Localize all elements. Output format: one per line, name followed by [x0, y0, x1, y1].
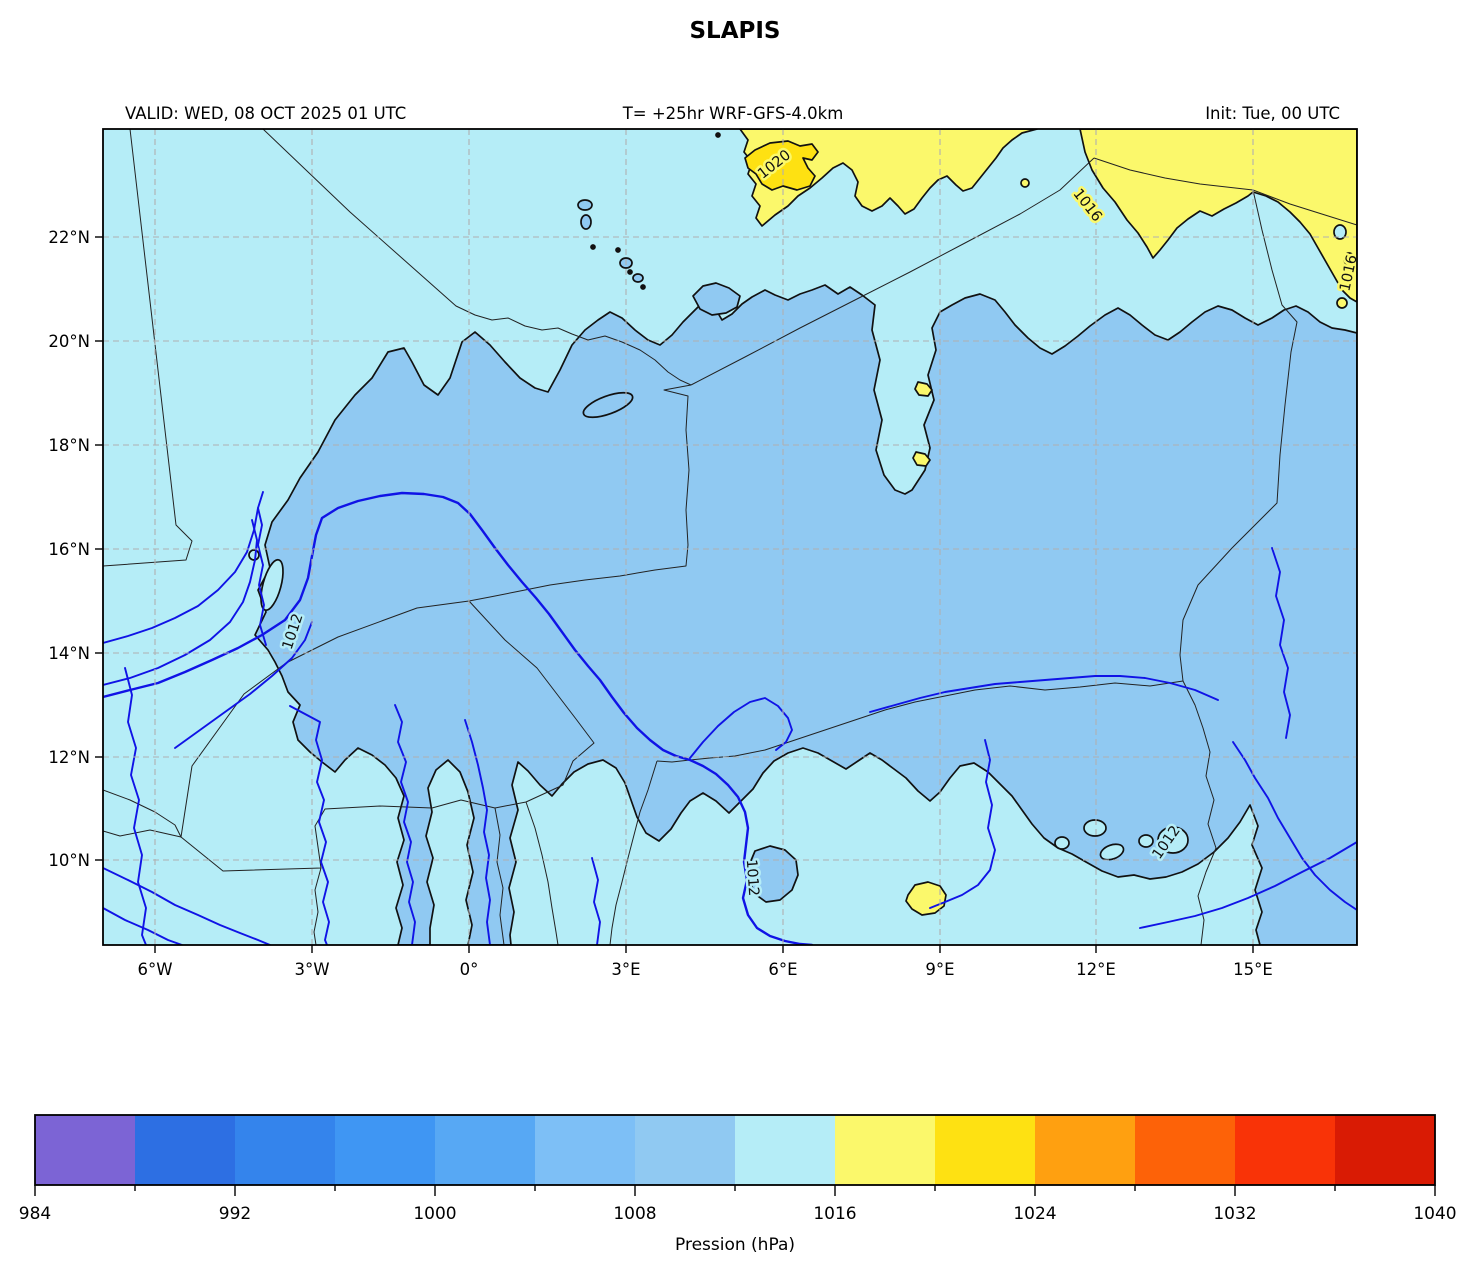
border-line [1182, 680, 1217, 945]
river-line [103, 491, 264, 644]
border-line [180, 600, 595, 872]
colorbar-axis-label: Pression (hPa) [675, 1235, 795, 1255]
page-title: SLAPIS [689, 18, 780, 44]
colorbar-segment [235, 1115, 335, 1185]
border-line [1179, 189, 1298, 682]
border-line [656, 680, 1184, 763]
lat-tick: 22°N [48, 228, 90, 247]
river-line [103, 867, 271, 945]
colorbar-segment [935, 1115, 1035, 1185]
colorbar-segment [1235, 1115, 1335, 1185]
border-line [690, 157, 1095, 386]
colorbar-tick-label: 1032 [1213, 1204, 1256, 1224]
lon-tick: 15°E [1233, 960, 1273, 979]
colorbar-segment [735, 1115, 835, 1185]
lon-tick: 9°E [925, 960, 954, 979]
river-line [124, 667, 147, 945]
border-line [525, 801, 559, 945]
river-line [929, 739, 996, 909]
lon-tick: 12°E [1076, 960, 1116, 979]
lon-tick: 3°W [294, 960, 329, 979]
grid-lines [103, 129, 1357, 945]
lat-tick: 18°N [48, 436, 90, 455]
colorbar-segment [1135, 1115, 1235, 1185]
colorbar-tick-label: 1000 [413, 1204, 456, 1224]
lat-tick: 12°N [48, 748, 90, 767]
colorbar-segment [1035, 1115, 1135, 1185]
border-line [1252, 189, 1357, 226]
river-line [1271, 547, 1291, 739]
colorbar-tick-label: 1040 [1413, 1204, 1456, 1224]
lat-tick: 20°N [48, 332, 90, 351]
colorbar-tick-label: 992 [219, 1204, 251, 1224]
river-line [289, 705, 330, 945]
river-line [1232, 741, 1357, 911]
lat-tick: 14°N [48, 644, 90, 663]
lon-tick: 0° [460, 960, 479, 979]
border-line [262, 129, 692, 386]
x-axis-labels: 6°W 3°W 0° 3°E 6°E 9°E 12°E 15°E [137, 960, 1272, 979]
colorbar-segment [535, 1115, 635, 1185]
river-line [689, 697, 793, 759]
cyan-contour-islands [248, 549, 1189, 861]
colorbar-tick-label: 1016 [813, 1204, 856, 1224]
border-line [1093, 157, 1254, 191]
pressure-band-1020-1024 [744, 140, 819, 191]
colorbar-tick-labels: 984 992 1000 1008 1016 1024 1032 1040 [19, 1204, 1457, 1224]
colorbar-segment [135, 1115, 235, 1185]
colorbar-segment [35, 1115, 135, 1185]
colorbar: 984 992 1000 1008 1016 1024 1032 1040 Pr… [19, 1114, 1457, 1255]
init-time-label: Init: Tue, 00 UTC [1205, 104, 1340, 123]
colorbar-tick-label: 984 [19, 1204, 51, 1224]
lat-tick: 10°N [48, 851, 90, 870]
colorbar-tick-label: 1024 [1013, 1204, 1056, 1224]
colorbar-segment [335, 1115, 435, 1185]
river-line [257, 507, 267, 646]
model-run-label: T= +25hr WRF-GFS-4.0km [622, 104, 844, 123]
border-line [313, 867, 322, 945]
colorbar-segment [835, 1115, 935, 1185]
river-line [869, 675, 1219, 713]
river-line [1139, 841, 1357, 929]
colorbar-tick-label: 1008 [613, 1204, 656, 1224]
y-axis-labels: 22°N 20°N 18°N 16°N 14°N 12°N 10°N [48, 228, 90, 870]
map-area: 1020 1016 1016 1012 1012 1012 [103, 129, 1357, 945]
river-line [174, 621, 313, 749]
border-line [468, 384, 692, 602]
lon-tick: 3°E [611, 960, 640, 979]
border-line [494, 807, 505, 945]
valid-time-label: VALID: WED, 08 OCT 2025 01 UTC [125, 104, 406, 123]
colorbar-segment [635, 1115, 735, 1185]
border-line [103, 129, 193, 567]
axis-ticks [95, 236, 1254, 953]
map-frame [102, 128, 1358, 946]
country-borders [103, 129, 1357, 945]
contour-label-1012-south: 1012 [743, 859, 762, 897]
lat-tick: 16°N [48, 540, 90, 559]
river-line [591, 857, 601, 945]
river-niger [103, 491, 814, 945]
colorbar-segment [435, 1115, 535, 1185]
pressure-band-1008-1012 [254, 284, 1357, 945]
border-line [609, 760, 658, 945]
lon-tick: 6°W [137, 960, 172, 979]
river-line [103, 907, 183, 945]
lon-tick: 6°E [768, 960, 797, 979]
river-line [103, 519, 258, 686]
rivers [103, 491, 1357, 945]
colorbar-segment [1335, 1115, 1435, 1185]
river-line [394, 704, 416, 945]
colorbar-ticks [34, 1185, 1436, 1196]
